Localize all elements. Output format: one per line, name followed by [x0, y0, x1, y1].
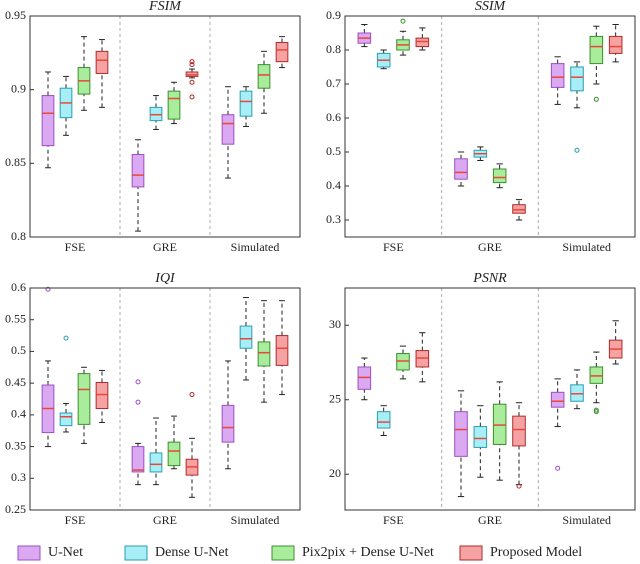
box	[589, 35, 604, 65]
y-tick-label: 0.4	[326, 178, 341, 192]
y-tick-label: 0.4	[11, 407, 26, 421]
box	[275, 335, 289, 366]
x-tick-label: Simulated	[231, 240, 280, 254]
box	[167, 90, 181, 120]
box	[221, 404, 235, 443]
outlier	[189, 392, 195, 398]
y-tick-label: 0.25	[5, 502, 26, 516]
x-tick-label: Simulated	[231, 513, 280, 527]
x-tick-label: FSE	[65, 240, 86, 254]
axes-frame	[344, 287, 636, 511]
y-tick-label: 0.8	[11, 229, 26, 243]
box	[550, 63, 565, 88]
x-tick-label: FSE	[65, 513, 86, 527]
axes-frame	[29, 287, 301, 511]
box	[512, 204, 526, 214]
box	[454, 411, 468, 457]
chart-title: PSNR	[472, 271, 507, 286]
box	[454, 158, 468, 180]
box	[239, 325, 253, 349]
outlier	[63, 335, 69, 341]
x-tick-label: GRE	[478, 513, 502, 527]
y-tick-label: 0.9	[326, 8, 341, 22]
y-tick-label: 0.5	[326, 144, 341, 158]
box	[167, 441, 181, 467]
y-tick-label: 0.9	[11, 81, 26, 95]
outlier	[189, 94, 195, 100]
outlier	[593, 96, 599, 102]
box	[257, 64, 271, 89]
y-tick-label: 0.3	[11, 470, 26, 484]
box	[149, 452, 163, 473]
outlier	[135, 379, 141, 385]
outlier	[593, 409, 599, 415]
outlier	[189, 62, 195, 68]
x-tick-label: FSE	[383, 513, 404, 527]
y-tick-label: 0.55	[5, 311, 26, 325]
box	[131, 153, 145, 188]
box	[59, 412, 73, 427]
box	[257, 341, 271, 367]
outlier	[189, 59, 195, 65]
legend-swatch	[459, 545, 483, 561]
box	[415, 37, 430, 48]
y-tick-label: 0.6	[326, 110, 341, 124]
box	[77, 373, 91, 425]
chart-title: IQI	[154, 271, 176, 286]
x-tick-label: GRE	[153, 513, 177, 527]
outlier	[516, 483, 522, 489]
outlier	[189, 79, 195, 85]
legend-swatch	[124, 545, 148, 561]
y-tick-label: 0.45	[5, 375, 26, 389]
legend-label: U-Net	[48, 545, 83, 560]
x-tick-label: Simulated	[562, 240, 611, 254]
y-tick-label: 0.8	[326, 42, 341, 56]
box	[95, 50, 109, 74]
y-tick-label: 0.5	[11, 343, 26, 357]
y-tick-label: 25	[329, 391, 341, 405]
y-tick-label: 0.85	[5, 155, 26, 169]
box	[95, 382, 109, 410]
legend-swatch	[271, 545, 295, 561]
box	[512, 415, 526, 447]
y-tick-label: 20	[329, 466, 341, 480]
x-tick-label: FSE	[383, 240, 404, 254]
box	[570, 66, 584, 92]
chart-title: SSIM	[475, 0, 507, 14]
box	[608, 35, 623, 54]
y-tick-label: 0.35	[5, 438, 26, 452]
legend-swatch	[17, 545, 41, 561]
legend-label: Dense U-Net	[155, 545, 229, 560]
x-tick-label: GRE	[153, 240, 177, 254]
legend-label: Proposed Model	[490, 545, 582, 560]
chart-title: FSIM	[148, 0, 182, 14]
y-tick-label: 0.7	[326, 76, 341, 90]
legend-label: Pix2pix + Dense U-Net	[302, 545, 434, 560]
y-tick-label: 30	[329, 317, 341, 331]
outlier	[574, 147, 580, 153]
outlier	[400, 18, 406, 24]
outlier	[45, 286, 51, 292]
box	[221, 114, 235, 145]
box	[131, 446, 145, 473]
x-tick-label: Simulated	[562, 513, 611, 527]
box	[492, 168, 507, 184]
y-tick-label: 0.95	[5, 8, 26, 22]
box	[41, 95, 55, 147]
y-tick-label: 0.6	[11, 280, 26, 294]
axes-frame	[29, 15, 301, 238]
box	[550, 391, 565, 408]
box	[275, 42, 289, 63]
box	[376, 411, 391, 429]
box	[239, 90, 253, 117]
box	[473, 426, 488, 448]
outlier	[135, 399, 141, 405]
x-tick-label: GRE	[478, 240, 502, 254]
axes-frame	[344, 15, 636, 238]
outlier	[555, 465, 561, 471]
y-tick-label: 0.3	[326, 212, 341, 226]
